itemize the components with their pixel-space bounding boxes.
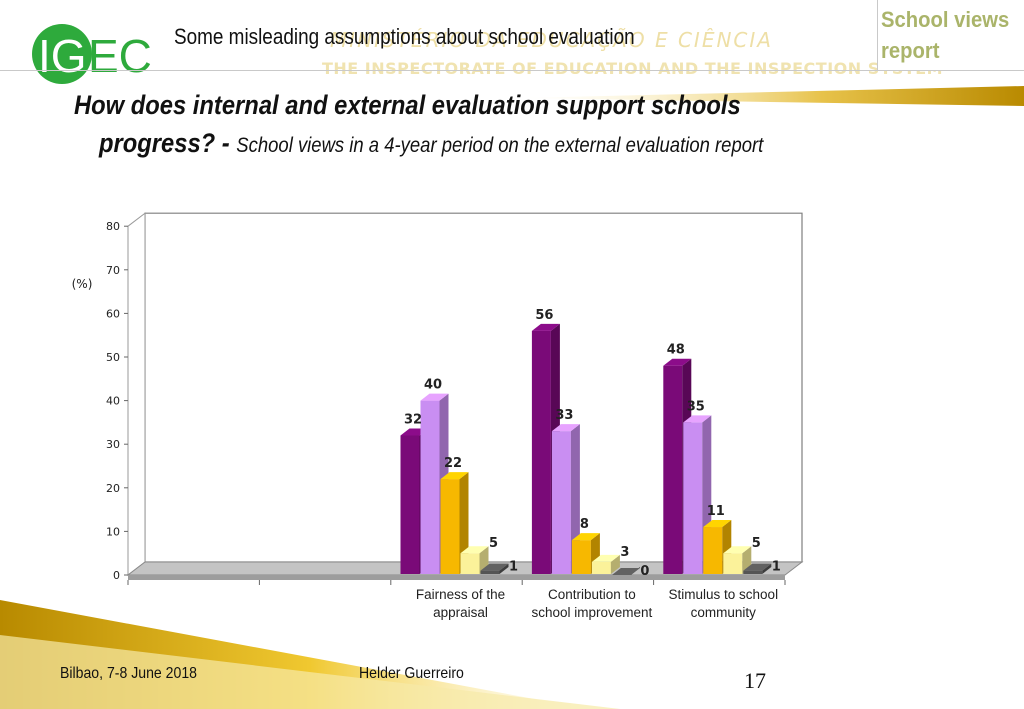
bar-top xyxy=(591,554,620,562)
bar xyxy=(460,553,480,574)
data-label: 3 xyxy=(620,545,629,560)
bar-top xyxy=(743,563,772,571)
bar xyxy=(480,570,500,574)
bar-top xyxy=(531,323,560,331)
bar xyxy=(400,435,420,574)
y-tick-label: 40 xyxy=(106,395,120,408)
logo-text-ig: IG xyxy=(38,30,87,82)
bar-top xyxy=(683,415,712,423)
gold-swoosh-decoration xyxy=(0,600,620,709)
y-tick-label: 50 xyxy=(106,351,120,364)
bar-top xyxy=(571,533,600,541)
bar xyxy=(571,540,591,574)
footer-location-date: Bilbao, 7-8 June 2018 xyxy=(60,665,197,682)
watermark-ministry: MINISTÉRIO DA EDUCAÇÃO E CIÊNCIA xyxy=(330,28,773,52)
x-category-label: Contribution to school improvement xyxy=(531,587,652,620)
bar-side xyxy=(499,563,509,574)
bar-top xyxy=(480,563,509,571)
data-label: 1 xyxy=(509,560,518,575)
y-tick-label: 30 xyxy=(106,438,120,451)
header-divider xyxy=(0,70,878,71)
igec-logo: IG EC xyxy=(30,20,155,88)
header-topic: Some misleading assumptions about school… xyxy=(174,24,635,49)
gold-streak-decoration xyxy=(520,86,1024,106)
page-number: 17 xyxy=(744,668,766,693)
data-label: 0 xyxy=(640,564,649,579)
bar-top xyxy=(460,546,489,554)
data-label: 8 xyxy=(580,517,589,532)
x-category-label: Fairness of the appraisal xyxy=(416,587,505,620)
bar xyxy=(531,330,551,574)
slide-title-line1: How does internal and external evaluatio… xyxy=(74,90,741,120)
logo-text-ec: EC xyxy=(88,30,152,82)
data-label: 48 xyxy=(667,343,685,358)
bar xyxy=(591,561,611,574)
bar xyxy=(420,400,440,574)
y-tick-label: 70 xyxy=(106,264,120,277)
corner-label: School views report xyxy=(881,7,1010,63)
bar-top xyxy=(440,472,469,480)
y-tick-label: 0 xyxy=(113,569,120,582)
y-axis-label: (%) xyxy=(72,277,93,291)
footer-author: Helder Guerreiro xyxy=(359,665,464,682)
data-label: 1 xyxy=(772,560,781,575)
y-tick-label: 10 xyxy=(106,525,120,538)
bar xyxy=(683,422,703,574)
bar xyxy=(703,527,723,574)
data-label: 40 xyxy=(424,378,442,393)
y-tick-label: 80 xyxy=(106,220,120,233)
corner-box xyxy=(877,0,1024,71)
data-label: 5 xyxy=(752,536,761,551)
bar xyxy=(743,570,763,574)
y-tick-label: 60 xyxy=(106,307,120,320)
data-label: 35 xyxy=(687,399,705,414)
data-label: 33 xyxy=(555,408,573,423)
bar-top xyxy=(703,520,732,528)
y-tick-label: 20 xyxy=(106,482,120,495)
x-category-label: Stimulus to school community xyxy=(669,587,779,620)
data-label: 22 xyxy=(444,456,462,471)
slide-title-line2: progress? - School views in a 4-year per… xyxy=(99,128,763,159)
bar xyxy=(440,479,460,574)
slide-subtitle: School views in a 4-year period on the e… xyxy=(236,134,764,157)
bar-side xyxy=(762,563,772,574)
bar-side xyxy=(610,554,620,574)
bar-side xyxy=(459,472,469,574)
data-label: 32 xyxy=(404,412,422,427)
bar xyxy=(723,553,743,574)
bar-top xyxy=(663,358,692,366)
bar-top xyxy=(551,424,580,432)
bar-top xyxy=(420,393,449,401)
chart-floor-edge xyxy=(128,575,785,580)
data-label: 5 xyxy=(489,536,498,551)
bar-top xyxy=(611,568,640,575)
slide-title-strong: progress? - xyxy=(99,128,237,158)
watermark-inspectorate: THE INSPECTORATE OF EDUCATION AND THE IN… xyxy=(322,59,944,78)
data-label: 11 xyxy=(707,504,725,519)
data-label: 56 xyxy=(535,308,553,323)
chart-side-wall xyxy=(127,212,146,577)
bar xyxy=(551,431,571,574)
bar-top xyxy=(723,546,752,554)
bar xyxy=(663,365,683,574)
